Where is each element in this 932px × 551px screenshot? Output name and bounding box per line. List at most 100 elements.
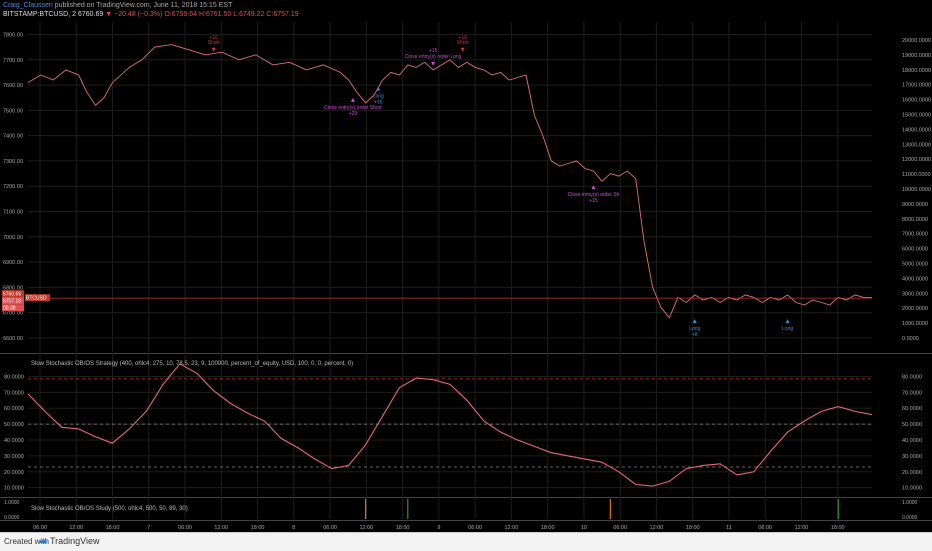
- stoch-axis-label-left: 80.0000: [4, 374, 24, 380]
- price-axis-label: 7100.00: [3, 209, 23, 215]
- stoch-axis-label-left: 10.0000: [4, 486, 24, 492]
- volume-axis-label: 9000.0000: [902, 202, 928, 208]
- volume-axis-label: 8000.0000: [902, 217, 928, 223]
- price-axis-label: 7000.00: [3, 235, 23, 241]
- volume-axis-label: 7000.0000: [902, 232, 928, 238]
- time-axis-label: 06:00: [33, 525, 47, 531]
- sell-arrow: [460, 47, 465, 52]
- strategy-profit: +16: [374, 100, 383, 106]
- stoch-axis-label-right: 40.0000: [902, 438, 922, 444]
- volume-axis-label: 16000.0000: [902, 98, 931, 104]
- author-link[interactable]: Craig_Claussen: [3, 2, 53, 9]
- time-axis-label: 18:00: [541, 525, 555, 531]
- price-tag: 6760.69: [3, 292, 21, 298]
- time-axis-label: 12:00: [359, 525, 373, 531]
- price-tag: 00:38: [3, 306, 16, 312]
- time-axis-label: 12:00: [795, 525, 809, 531]
- volume-axis-label: 11000.0000: [902, 172, 931, 178]
- strategy-profit: +29: [349, 111, 358, 117]
- footer-bar: Created with TradingView: [0, 532, 932, 551]
- strategy-label: Long: [373, 94, 384, 100]
- price-axis-label: 7800.00: [3, 33, 23, 39]
- symbol: BITSTAMP:BTCUSD, 2: [3, 11, 76, 18]
- symbol-tag-box: [25, 294, 50, 302]
- sell-arrow: [211, 47, 216, 52]
- stoch-axis-label-left: 30.0000: [4, 454, 24, 460]
- time-axis-label: 18:00: [831, 525, 845, 531]
- price-axis-label: 6600.00: [3, 336, 23, 342]
- change-value: −20.48 (−0.3%): [114, 11, 163, 18]
- price-axis-label: 7500.00: [3, 108, 23, 114]
- buy-arrow: [692, 319, 697, 324]
- tradingview-logo-icon: [39, 539, 47, 543]
- stoch-axis-label-left: 50.0000: [4, 422, 24, 428]
- time-axis-label: 7: [147, 525, 150, 531]
- stoch-axis-label-right: 60.0000: [902, 406, 922, 412]
- stoch-axis-label-right: 20.0000: [902, 470, 922, 476]
- publish-line: Craig_Claussen published on TradingView.…: [3, 2, 232, 9]
- study-axis-label-right: 1.0000: [902, 500, 918, 506]
- time-axis-label: 12:00: [505, 525, 519, 531]
- stoch-axis-label-left: 40.0000: [4, 438, 24, 444]
- stoch-axis-label-left: 20.0000: [4, 470, 24, 476]
- price-axis-label: 6900.00: [3, 260, 23, 266]
- strategy-label: Long: [689, 326, 700, 332]
- volume-axis-label: 3000.0000: [902, 291, 928, 297]
- strategy-profit: +16: [209, 35, 218, 41]
- strategy-profit: +10: [458, 35, 467, 41]
- volume-axis-label: 5000.0000: [902, 262, 928, 268]
- volume-axis-label: 14000.0000: [902, 127, 931, 133]
- high-value: H:6761.50: [198, 11, 232, 18]
- time-axis-label: 06:00: [323, 525, 337, 531]
- time-axis-label: 18:00: [396, 525, 410, 531]
- time-axis-label: 18:00: [686, 525, 700, 531]
- strategy-profit: +15: [589, 198, 598, 204]
- price-axis-label: 6800.00: [3, 285, 23, 291]
- price-series-line: [27, 44, 872, 319]
- time-axis-label: 18:00: [251, 525, 265, 531]
- chart-canvas[interactable]: 06:00 12:00 18:00 7 06:00 12:00 18:00 8 06:00 12:…: [0, 22, 932, 532]
- strategy-label: Close entry(s) order Long: [405, 54, 462, 60]
- strategy-profit: +8: [692, 332, 698, 338]
- stoch-axis-label-left: 60.0000: [4, 406, 24, 412]
- price-axis-label: 7400.00: [3, 134, 23, 140]
- last-price: 6760.69: [77, 11, 104, 18]
- stoch-axis-label-right: 30.0000: [902, 454, 922, 460]
- close-arrow: [350, 97, 355, 102]
- price-tag-box: [2, 297, 24, 305]
- time-axis-label: 06:00: [758, 525, 772, 531]
- low-value: L:6749.22: [233, 11, 265, 18]
- volume-axis-label: 2000.0000: [902, 306, 928, 312]
- volume-axis-label: 19000.0000: [902, 53, 931, 59]
- study-axis-label-left: 0.0000: [4, 515, 20, 521]
- close-arrow: [431, 61, 436, 66]
- volume-axis-label: 17000.0000: [902, 83, 931, 89]
- chart-header: Craig_Claussen published on TradingView.…: [0, 0, 932, 22]
- volume-axis-label: 4000.0000: [902, 276, 928, 282]
- study-axis-label-right: 0.0000: [902, 515, 918, 521]
- time-axis-label: 10: [581, 525, 587, 531]
- price-axis-label: 7300.00: [3, 159, 23, 165]
- strategy-label: Short: [457, 40, 470, 46]
- price-tag-box: [2, 290, 24, 298]
- stoch-axis-label-right: 80.0000: [902, 374, 922, 380]
- publish-info: published on TradingView.com, June 11, 2…: [54, 2, 233, 9]
- volume-axis-label: 12000.0000: [902, 157, 931, 163]
- tradingview-brand[interactable]: TradingView: [50, 536, 100, 546]
- stoch-axis-label-right: 70.0000: [902, 390, 922, 396]
- stoch-axis-label-left: 70.0000: [4, 390, 24, 396]
- time-axis-label: 12:00: [69, 525, 83, 531]
- time-axis-label: 8: [292, 525, 295, 531]
- strategy-label: Close entry(s) order Short: [324, 105, 382, 111]
- strategy-profit: +15: [429, 48, 438, 54]
- volume-axis-label: 6000.0000: [902, 247, 928, 253]
- volume-axis-label: 1000.0000: [902, 321, 928, 327]
- time-axis-label: 12:00: [650, 525, 664, 531]
- stoch-axis-label-right: 10.0000: [902, 486, 922, 492]
- time-axis-label: 06:00: [613, 525, 627, 531]
- symbol-line: BITSTAMP:BTCUSD, 2 6760.69 ▼ −20.48 (−0.…: [3, 11, 299, 18]
- study-axis-label-left: 1.0000: [4, 500, 20, 506]
- study-title: Slow Stochastic OB/OS Study (500, ohlc4,…: [31, 506, 188, 512]
- price-axis-label: 7700.00: [3, 58, 23, 64]
- price-tag-box: [2, 304, 24, 312]
